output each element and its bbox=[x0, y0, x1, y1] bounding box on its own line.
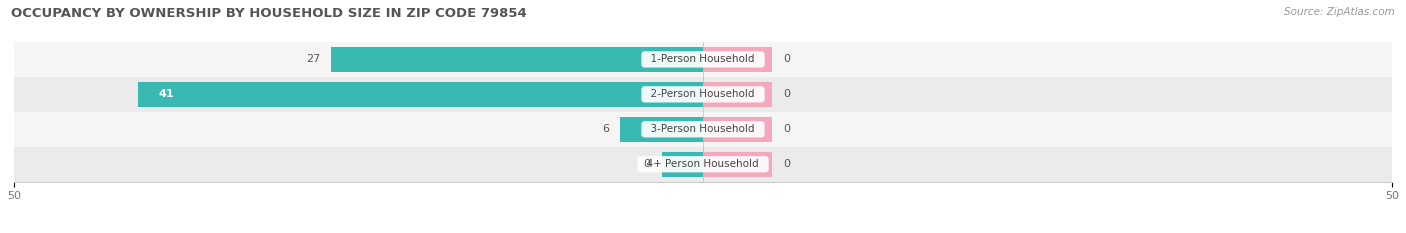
Bar bbox=[703, 117, 772, 142]
Bar bbox=[620, 117, 703, 142]
Text: OCCUPANCY BY OWNERSHIP BY HOUSEHOLD SIZE IN ZIP CODE 79854: OCCUPANCY BY OWNERSHIP BY HOUSEHOLD SIZE… bbox=[11, 7, 527, 20]
Bar bbox=[14, 112, 1392, 147]
Bar bbox=[14, 77, 1392, 112]
Bar bbox=[703, 82, 772, 107]
Bar bbox=[138, 82, 703, 107]
Text: 41: 41 bbox=[159, 89, 174, 99]
Bar bbox=[14, 147, 1392, 182]
Text: 1-Person Household: 1-Person Household bbox=[644, 55, 762, 64]
Text: 2-Person Household: 2-Person Household bbox=[644, 89, 762, 99]
Text: 0: 0 bbox=[644, 159, 651, 169]
Text: 0: 0 bbox=[783, 124, 790, 134]
Bar bbox=[330, 47, 703, 72]
Bar bbox=[703, 152, 772, 177]
Text: 0: 0 bbox=[783, 89, 790, 99]
Bar bbox=[14, 42, 1392, 77]
Text: 6: 6 bbox=[602, 124, 609, 134]
Bar bbox=[703, 47, 772, 72]
Text: 0: 0 bbox=[783, 159, 790, 169]
Text: 27: 27 bbox=[305, 55, 321, 64]
Legend: Owner-occupied, Renter-occupied: Owner-occupied, Renter-occupied bbox=[582, 230, 824, 233]
Text: 0: 0 bbox=[783, 55, 790, 64]
Text: 3-Person Household: 3-Person Household bbox=[644, 124, 762, 134]
Bar bbox=[662, 152, 703, 177]
Text: Source: ZipAtlas.com: Source: ZipAtlas.com bbox=[1284, 7, 1395, 17]
Text: 4+ Person Household: 4+ Person Household bbox=[641, 159, 765, 169]
